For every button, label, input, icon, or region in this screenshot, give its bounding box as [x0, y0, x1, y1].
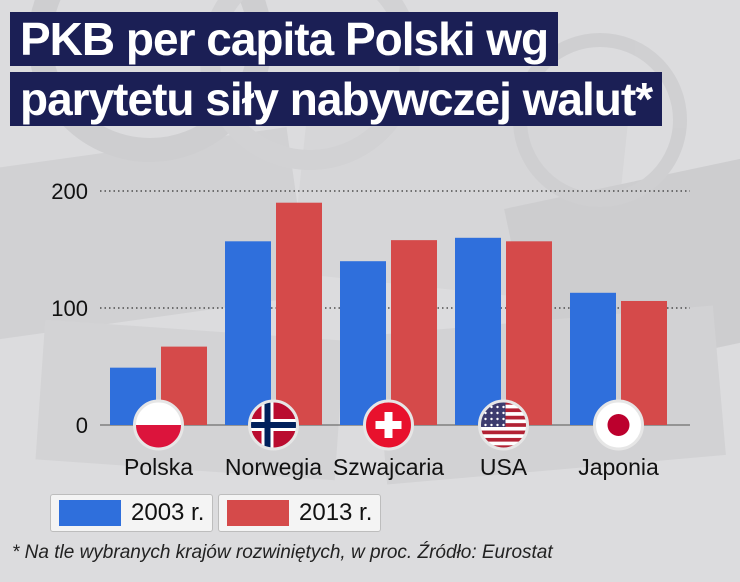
switzerland-flag-icon — [363, 399, 414, 451]
bar-szwajcaria-2003 — [340, 261, 386, 425]
title-line-1: PKB per capita Polski wg — [10, 12, 559, 66]
bar-usa-2003 — [455, 237, 501, 425]
japan-flag-icon — [593, 399, 644, 451]
title-line-2: parytetu siły nabywczej walut* — [10, 72, 663, 126]
bar-norwegia-2003 — [225, 241, 271, 425]
poland-flag-icon — [133, 399, 184, 451]
bar-norwegia-2013 — [276, 202, 322, 425]
bar-usa-2013 — [506, 241, 552, 425]
norway-flag-icon — [248, 399, 299, 451]
legend-item-2003: 2003 r. — [50, 494, 214, 532]
legend-swatch-2013 — [227, 500, 289, 526]
legend-swatch-2003 — [59, 500, 121, 526]
x-category-label-usa: USA — [479, 454, 528, 480]
footnote: * Na tle wybranych krajów rozwiniętych, … — [12, 542, 553, 563]
x-category-label-norwegia: Norwegia — [224, 454, 323, 480]
y-tick-label-200: 200 — [51, 179, 88, 204]
bar-szwajcaria-2013 — [391, 240, 437, 425]
usa-flag-icon — [478, 399, 529, 451]
chart-title: PKB per capita Polski wg parytetu siły n… — [10, 12, 663, 132]
y-tick-label-100: 100 — [51, 296, 88, 321]
y-tick-label-0: 0 — [76, 413, 88, 438]
legend-label-2003: 2003 r. — [131, 499, 205, 526]
x-category-label-polska: Polska — [123, 454, 194, 480]
x-category-label-szwajcaria: Szwajcaria — [332, 454, 445, 480]
x-category-label-japonia: Japonia — [578, 454, 659, 480]
legend-item-2013: 2013 r. — [218, 494, 382, 532]
legend-label-2013: 2013 r. — [299, 499, 373, 526]
